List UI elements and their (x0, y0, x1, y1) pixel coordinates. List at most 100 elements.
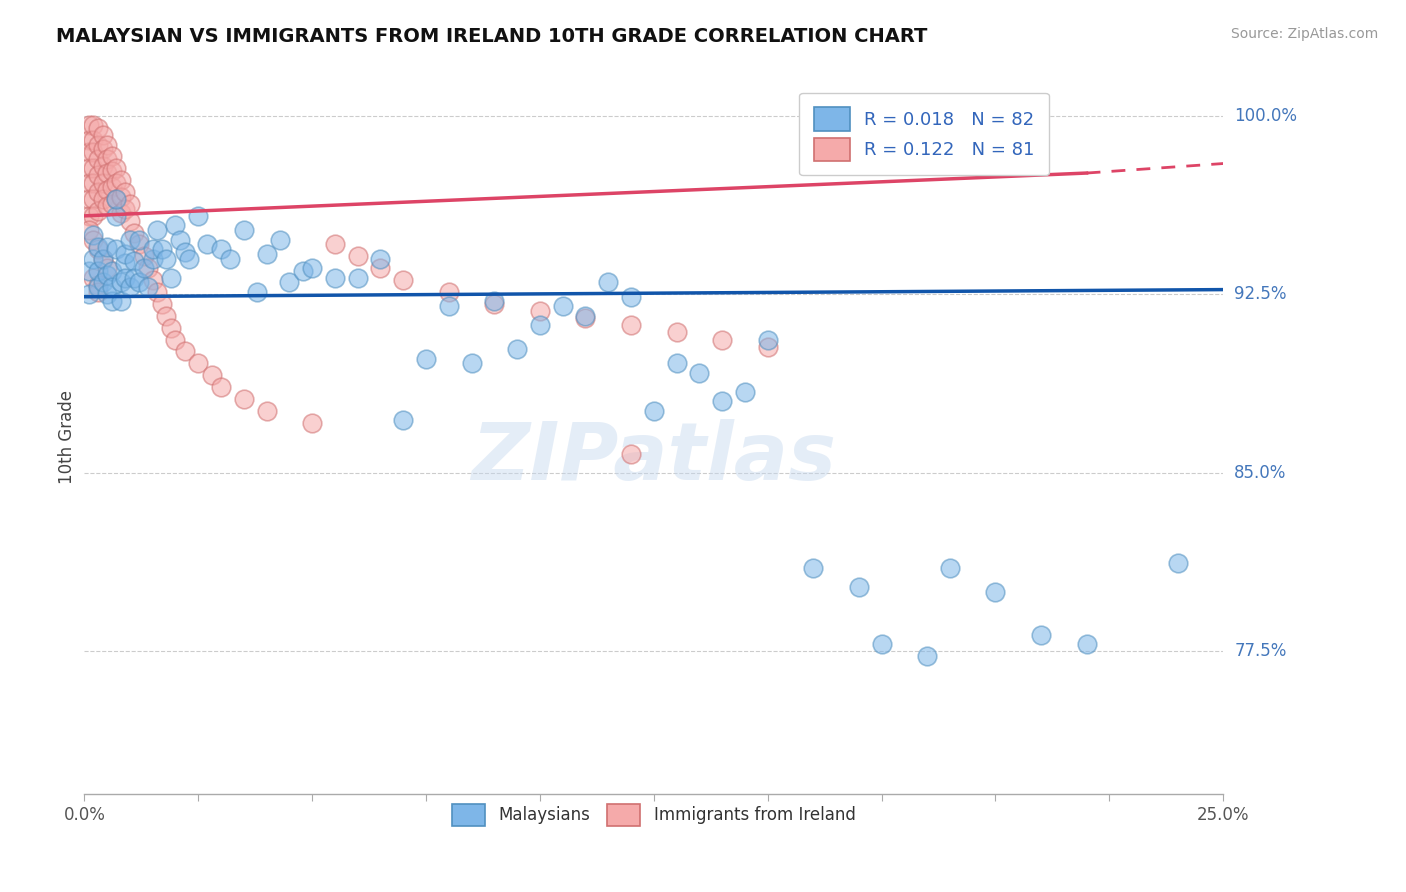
Point (91, 142, 114, 156)
Point (187, 209, 209, 223)
Point (82, 176, 104, 190)
Point (246, 285, 269, 299)
Point (96, 268, 118, 283)
Point (169, 233, 191, 247)
Point (82, 192, 104, 206)
Point (370, 252, 392, 266)
Point (529, 304, 551, 318)
Point (801, 561, 824, 575)
Point (1167, 556, 1189, 570)
Point (574, 311, 596, 326)
Point (77, 176, 100, 190)
Point (114, 185, 136, 199)
Point (551, 299, 574, 313)
Point (105, 176, 128, 190)
Point (82, 227, 104, 242)
Point (96, 240, 118, 254)
Point (87, 120, 110, 135)
Point (915, 648, 938, 663)
Point (77, 223, 100, 237)
Point (484, 297, 506, 311)
Point (201, 368, 224, 383)
Point (110, 173, 132, 187)
Point (392, 273, 415, 287)
Point (124, 254, 146, 268)
Point (87, 277, 110, 292)
Point (195, 237, 218, 252)
Point (506, 342, 529, 356)
Point (756, 340, 779, 354)
Point (91, 176, 114, 190)
Legend: Malaysians, Immigrants from Ireland: Malaysians, Immigrants from Ireland (439, 791, 869, 839)
Point (96, 199, 118, 213)
Point (460, 356, 482, 370)
Point (209, 380, 232, 394)
Point (87, 185, 110, 199)
Point (323, 237, 346, 252)
Point (132, 249, 155, 263)
Point (105, 192, 128, 206)
Point (77, 161, 100, 176)
Point (209, 242, 232, 256)
Point (484, 294, 506, 309)
Point (96, 137, 118, 152)
Point (939, 561, 962, 575)
Point (100, 180, 122, 194)
Point (91, 252, 114, 266)
Point (256, 247, 278, 261)
Point (96, 152, 118, 166)
Point (82, 133, 104, 147)
Point (114, 270, 136, 285)
Point (77, 263, 100, 277)
Point (142, 242, 165, 256)
Point (155, 309, 177, 323)
Point (87, 242, 110, 256)
Point (118, 280, 141, 294)
Point (96, 166, 118, 180)
Point (155, 252, 177, 266)
Point (100, 149, 122, 163)
Point (124, 270, 146, 285)
Point (87, 137, 110, 152)
Point (82, 252, 104, 266)
Point (146, 285, 169, 299)
Point (118, 233, 141, 247)
Point (620, 290, 643, 304)
Point (128, 276, 150, 290)
Point (96, 261, 118, 276)
Point (160, 320, 183, 334)
Point (688, 366, 710, 380)
Point (160, 270, 183, 285)
Point (392, 413, 415, 427)
Point (82, 270, 104, 285)
Point (96, 183, 118, 197)
Point (77, 287, 100, 301)
Point (91, 276, 114, 290)
Point (643, 404, 665, 418)
Point (187, 356, 209, 370)
Y-axis label: 10th Grade: 10th Grade (58, 390, 76, 484)
Point (665, 326, 688, 340)
Point (87, 204, 110, 219)
Text: 100.0%: 100.0% (1234, 107, 1298, 125)
Point (82, 233, 104, 247)
Text: 85.0%: 85.0% (1234, 464, 1286, 482)
Point (77, 133, 100, 147)
Point (110, 206, 132, 220)
Point (1076, 637, 1098, 651)
Point (574, 309, 596, 323)
Point (301, 416, 323, 430)
Text: MALAYSIAN VS IMMIGRANTS FROM IRELAND 10TH GRADE CORRELATION CHART: MALAYSIAN VS IMMIGRANTS FROM IRELAND 10T… (56, 27, 928, 45)
Point (82, 161, 104, 176)
Point (77, 209, 100, 223)
Text: ZIPatlas: ZIPatlas (471, 419, 837, 498)
Point (370, 261, 392, 276)
Point (219, 252, 242, 266)
Point (870, 637, 893, 651)
Point (146, 223, 169, 237)
Point (132, 261, 155, 276)
Point (346, 249, 368, 263)
Point (415, 351, 437, 366)
Point (110, 276, 132, 290)
Point (77, 119, 100, 133)
